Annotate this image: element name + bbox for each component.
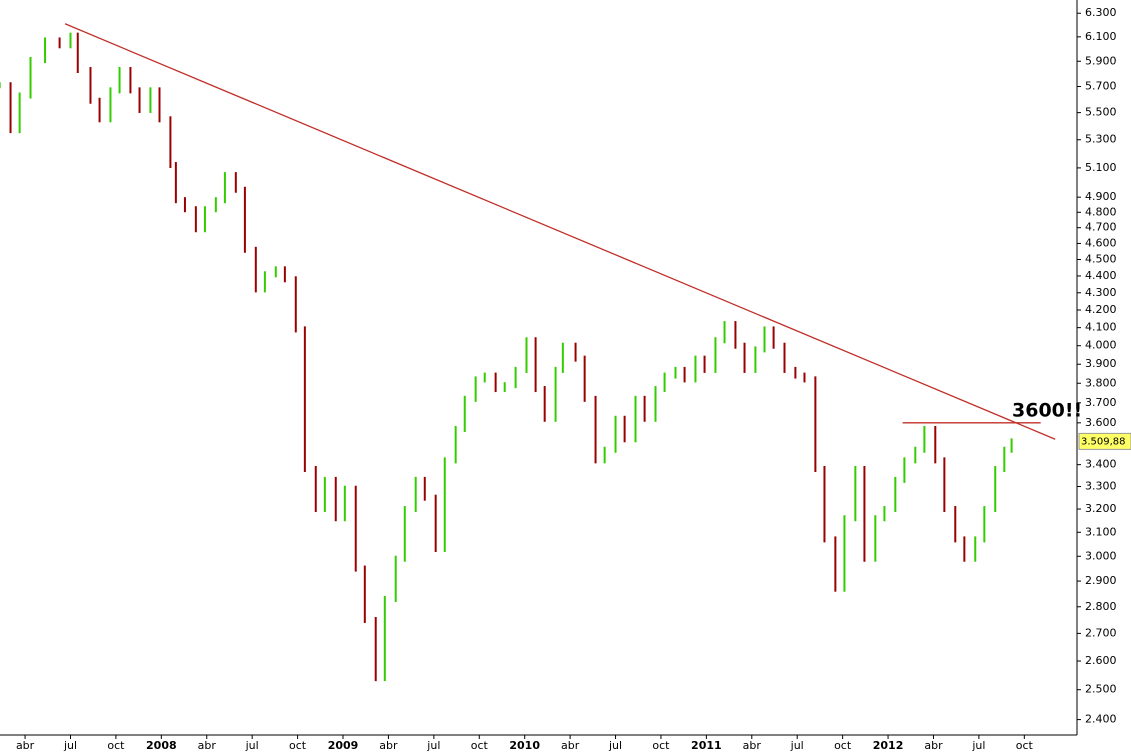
y-tick-label: 3.600 <box>1085 416 1117 429</box>
y-tick-label: 4.700 <box>1085 221 1117 234</box>
x-tick-label: 2011 <box>691 739 722 752</box>
y-tick-label: 3.900 <box>1085 357 1117 370</box>
y-tick-label: 5.700 <box>1085 79 1117 92</box>
x-tick-label: oct <box>289 739 307 752</box>
y-tick-label: 3.700 <box>1085 396 1117 409</box>
x-tick-label: jul <box>426 739 440 752</box>
x-tick-label: abr <box>924 739 943 752</box>
x-tick-label: jul <box>63 739 77 752</box>
y-tick-label: 2.700 <box>1085 626 1117 639</box>
y-tick-label: 2.800 <box>1085 600 1117 613</box>
x-tick-label: oct <box>834 739 852 752</box>
x-tick-label: abr <box>743 739 762 752</box>
x-tick-label: abr <box>379 739 398 752</box>
x-tick-label: 2008 <box>146 739 177 752</box>
y-tick-label: 5.900 <box>1085 54 1117 67</box>
x-tick-label: oct <box>107 739 125 752</box>
y-tick-label: 2.400 <box>1085 713 1117 726</box>
x-tick-label: oct <box>471 739 489 752</box>
y-tick-label: 4.200 <box>1085 303 1117 316</box>
y-tick-label: 3.800 <box>1085 376 1117 389</box>
y-tick-label: 6.100 <box>1085 30 1117 43</box>
y-tick-label: 5.300 <box>1085 133 1117 146</box>
x-tick-label: 2009 <box>328 739 359 752</box>
x-tick-label: 2010 <box>509 739 540 752</box>
y-tick-label: 2.600 <box>1085 654 1117 667</box>
x-tick-label: jul <box>971 739 985 752</box>
y-tick-label: 2.900 <box>1085 574 1117 587</box>
y-tick-label: 3.200 <box>1085 502 1117 515</box>
y-tick-label: 4.300 <box>1085 286 1117 299</box>
y-tick-label: 2.500 <box>1085 683 1117 696</box>
trend-line <box>64 23 1056 440</box>
y-tick-label: 4.100 <box>1085 321 1117 334</box>
x-tick-label: jul <box>790 739 804 752</box>
x-tick-label: abr <box>561 739 580 752</box>
y-tick-label: 6.300 <box>1085 6 1117 19</box>
x-tick-label: abr <box>198 739 217 752</box>
annotation: 3600!! <box>1012 400 1082 422</box>
y-tick-label: 4.000 <box>1085 339 1117 352</box>
last-price-label: 3.509,88 <box>1081 436 1126 447</box>
y-tick-label: 3.400 <box>1085 458 1117 471</box>
last-price-box <box>1078 432 1131 450</box>
x-tick-label: oct <box>1016 739 1034 752</box>
y-tick-label: 4.800 <box>1085 205 1117 218</box>
y-tick-label: 5.500 <box>1085 106 1117 119</box>
x-tick-label: jul <box>245 739 259 752</box>
y-tick-label: 3.100 <box>1085 525 1117 538</box>
y-tick-label: 4.400 <box>1085 269 1117 282</box>
y-tick-label: 4.900 <box>1085 190 1117 203</box>
x-tick-label: oct <box>652 739 670 752</box>
y-tick-label: 3.300 <box>1085 480 1117 493</box>
y-tick-label: 4.500 <box>1085 253 1117 266</box>
x-tick-label: abr <box>16 739 35 752</box>
y-tick-label: 3.000 <box>1085 549 1117 562</box>
x-tick-label: 2012 <box>873 739 904 752</box>
y-tick-label: 5.100 <box>1085 161 1117 174</box>
y-tick-label: 4.600 <box>1085 236 1117 249</box>
x-tick-label: jul <box>608 739 622 752</box>
